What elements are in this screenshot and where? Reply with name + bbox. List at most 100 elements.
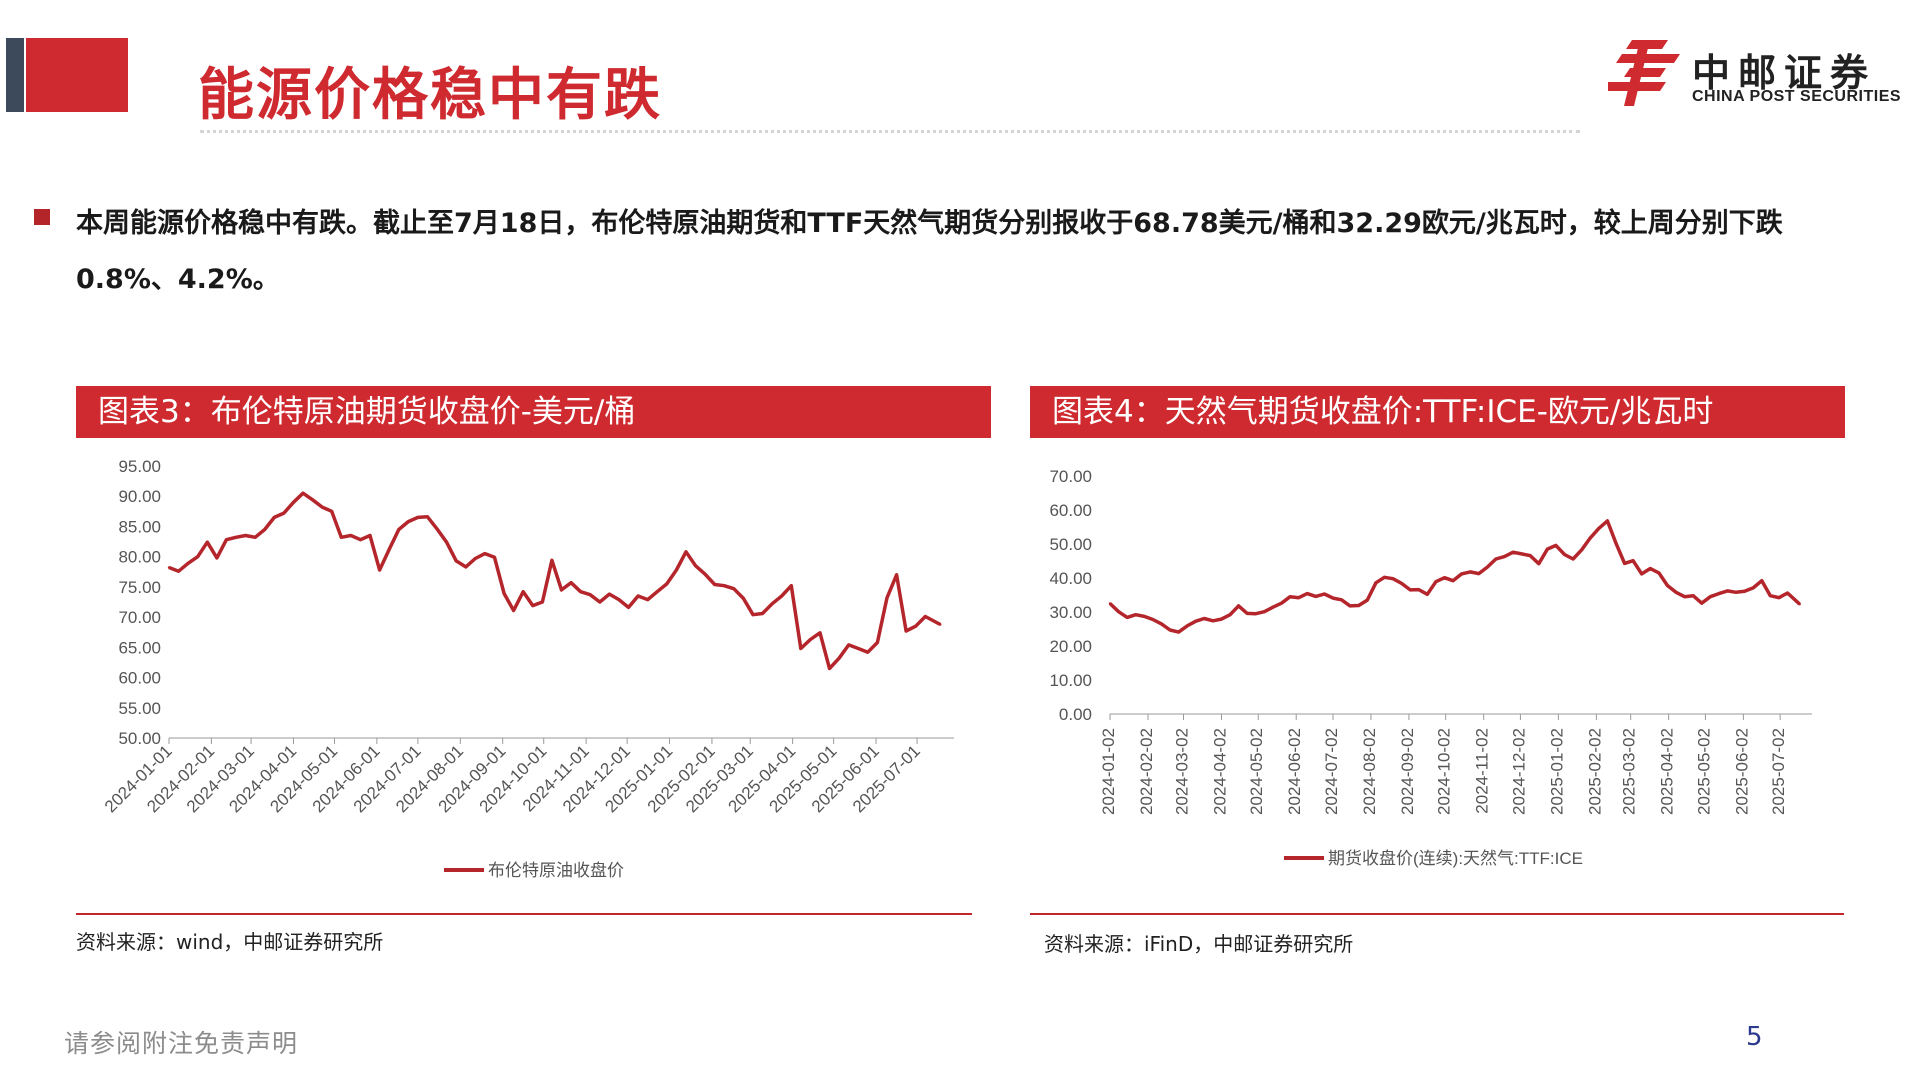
y-tick-label: 65.00 (118, 638, 161, 657)
data-point (761, 612, 764, 615)
y-tick-label: 50.00 (118, 729, 161, 748)
data-point (522, 590, 525, 593)
data-point (1726, 589, 1729, 593)
summary-text: 本周能源价格稳中有跌。截止至7月18日，布伦特原油期货和TTF天然气期货分别报收… (76, 208, 1783, 295)
data-point (818, 631, 822, 634)
data-point (388, 548, 391, 551)
data-point (723, 584, 726, 587)
data-point (1657, 571, 1661, 575)
x-tick-label: 2024-11-02 (1473, 728, 1492, 814)
x-tick-label: 2024-09-02 (1398, 728, 1417, 815)
data-point (167, 566, 171, 569)
x-tick-label: 2024-08-02 (1360, 728, 1379, 815)
data-point (1228, 613, 1232, 616)
logo-english-text: CHINA POST SECURITIES (1692, 88, 1902, 105)
x-tick-label: 2025-05-02 (1694, 728, 1713, 815)
data-point (196, 555, 199, 558)
data-point (1211, 619, 1215, 622)
x-tick-label: 2024-03-02 (1173, 728, 1192, 815)
ttf-gas-chart: 70.00 60.00 50.00 40.00 30.00 20.00 10.00 0.00 2… (1049, 467, 1812, 868)
data-point (254, 536, 257, 539)
data-point (215, 556, 219, 560)
series-line (1108, 519, 1801, 634)
data-point (1168, 628, 1172, 632)
data-point (1769, 594, 1772, 597)
data-point (1108, 602, 1112, 605)
legend-label: 布伦特原油收盘价 (488, 861, 624, 880)
data-point (1752, 586, 1755, 590)
data-point (378, 568, 381, 572)
chart3-source-divider (76, 913, 972, 915)
data-point (684, 550, 688, 553)
chart4-source: 资料来源：iFinD，中邮证券研究所 (1044, 932, 1354, 956)
data-point (1434, 580, 1438, 583)
disclaimer: 请参阅附注免责声明 (64, 1029, 299, 1058)
data-point (1623, 562, 1626, 565)
data-point (1777, 596, 1781, 599)
data-point (1631, 559, 1635, 562)
data-point (895, 573, 898, 576)
data-point (1186, 624, 1189, 628)
bullet-square-icon (34, 209, 50, 225)
data-point (483, 552, 487, 555)
data-point (321, 505, 324, 509)
data-point (1246, 612, 1249, 615)
series-line (168, 491, 942, 671)
chart4-source-divider (1030, 913, 1844, 915)
data-point (301, 492, 305, 495)
data-point (1134, 613, 1137, 616)
data-point (1460, 572, 1463, 576)
data-point (1348, 604, 1352, 608)
data-point (560, 588, 563, 592)
data-point (579, 590, 582, 593)
data-point (1700, 602, 1703, 605)
data-point (397, 528, 400, 531)
data-point (608, 592, 611, 596)
title-accent-dark (6, 38, 24, 112)
data-point (1537, 562, 1540, 565)
data-point (828, 667, 831, 670)
data-point (330, 510, 333, 513)
chart3-source: 资料来源：wind，中邮证券研究所 (76, 930, 384, 954)
data-point (914, 625, 917, 628)
data-point (1331, 596, 1335, 600)
data-point (1786, 591, 1789, 595)
x-tick-label: 2025-04-02 (1658, 728, 1677, 815)
data-point (924, 615, 927, 618)
data-point (1743, 590, 1746, 593)
x-tick-label: 2025-06-02 (1732, 728, 1751, 815)
data-point (493, 556, 496, 559)
data-point (694, 564, 697, 567)
data-point (770, 602, 774, 605)
data-point (1400, 582, 1403, 585)
data-point (569, 581, 573, 584)
data-point (1160, 622, 1163, 626)
data-point (349, 534, 353, 537)
data-point (1340, 598, 1343, 601)
data-point (1263, 610, 1266, 613)
data-point (1520, 552, 1523, 556)
data-point (1357, 604, 1360, 607)
data-point (416, 516, 420, 519)
data-point (292, 501, 295, 504)
data-point (876, 641, 879, 644)
data-point (1374, 581, 1378, 584)
data-point (1383, 576, 1386, 579)
data-point (809, 638, 812, 641)
y-tick-label: 70.00 (118, 608, 161, 627)
data-point (282, 511, 286, 515)
data-point (598, 600, 601, 604)
logo-chinese-text: 中邮证券 (1692, 51, 1877, 95)
data-point (435, 527, 439, 531)
data-point (474, 557, 477, 560)
data-point (445, 541, 448, 544)
data-point (617, 598, 621, 601)
y-tick-label: 60.00 (1049, 501, 1092, 520)
data-point (713, 583, 716, 586)
data-point (1391, 577, 1395, 580)
data-point (1709, 595, 1712, 598)
x-tick-label: 2024-05-02 (1247, 728, 1266, 815)
data-point (1486, 565, 1489, 569)
data-point (426, 515, 429, 518)
chart3-header: 图表3：布伦特原油期货收盘价-美元/桶 (76, 386, 991, 438)
